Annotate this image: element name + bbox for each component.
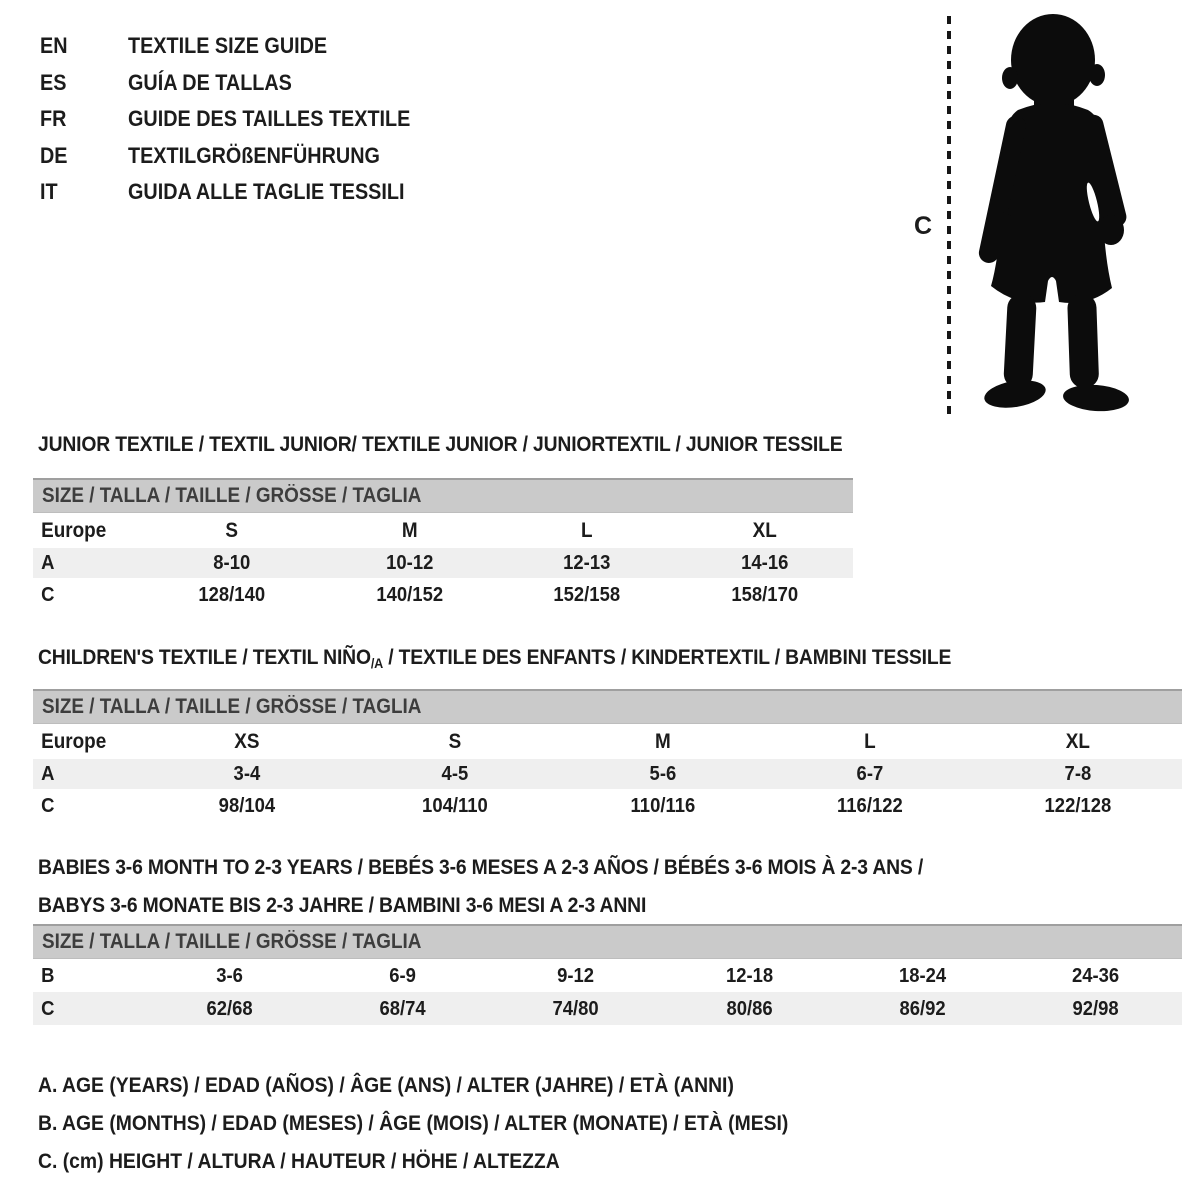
language-row-fr: FR GUIDE DES TAILLES TEXTILE bbox=[40, 101, 442, 138]
language-row-es: ES GUÍA DE TALLAS bbox=[40, 65, 442, 102]
language-label: TEXTILGRÖßENFÜHRUNG bbox=[128, 142, 380, 168]
value-cell: 128/140 bbox=[198, 582, 266, 606]
value-cell: 104/110 bbox=[421, 793, 488, 817]
value-cell: 5-6 bbox=[649, 762, 676, 785]
language-label: GUIDE DES TAILLES TEXTILE bbox=[128, 106, 411, 132]
value-cell: 10-12 bbox=[385, 551, 433, 574]
language-row-de: DE TEXTILGRÖßENFÜHRUNG bbox=[40, 138, 442, 175]
language-code: EN bbox=[40, 33, 68, 59]
size-cell: S bbox=[225, 518, 239, 542]
row-label-cell: A bbox=[41, 551, 55, 574]
language-code: ES bbox=[40, 69, 67, 95]
legend-line-c: C. (cm) HEIGHT / ALTURA / HAUTEUR / HÖHE… bbox=[38, 1148, 560, 1173]
table-row-b: B 3-6 6-9 9-12 12-18 18-24 24-36 bbox=[33, 959, 1182, 992]
size-header-row: Europe XS S M L XL bbox=[33, 724, 1182, 759]
value-cell: 116/122 bbox=[837, 793, 904, 817]
row-label-cell: B bbox=[41, 963, 55, 987]
language-list: EN TEXTILE SIZE GUIDE ES GUÍA DE TALLAS … bbox=[40, 28, 442, 211]
language-label: TEXTILE SIZE GUIDE bbox=[128, 33, 328, 59]
size-header-label: SIZE / TALLA / TAILLE / GRÖSSE / TAGLIA bbox=[42, 695, 422, 718]
language-label: GUIDA ALLE TAGLIE TESSILI bbox=[128, 179, 405, 205]
size-header-label: SIZE / TALLA / TAILLE / GRÖSSE / TAGLIA bbox=[42, 930, 422, 953]
value-cell: 6-7 bbox=[856, 762, 884, 785]
junior-size-table: SIZE / TALLA / TAILLE / GRÖSSE / TAGLIA … bbox=[33, 478, 853, 611]
value-cell: 62/68 bbox=[206, 996, 253, 1020]
table-row-c: C 128/140 140/152 152/158 158/170 bbox=[33, 578, 853, 611]
nino-a-subscript: /A bbox=[370, 655, 384, 671]
table-row-c: C 62/68 68/74 74/80 80/86 86/92 92/98 bbox=[33, 992, 1182, 1025]
table-header-bar: SIZE / TALLA / TAILLE / GRÖSSE / TAGLIA bbox=[33, 478, 853, 513]
value-cell: 6-9 bbox=[389, 963, 417, 987]
size-header-row: Europe S M L XL bbox=[33, 513, 853, 548]
table-row-a: A 8-10 10-12 12-13 14-16 bbox=[33, 548, 853, 578]
legend-line-a: A. AGE (YEARS) / EDAD (AÑOS) / ÂGE (ANS)… bbox=[38, 1072, 734, 1097]
babies-title-line2: BABYS 3-6 MONATE BIS 2-3 JAHRE / BAMBINI… bbox=[38, 892, 647, 917]
height-dashed-line bbox=[947, 16, 951, 416]
language-label: GUÍA DE TALLAS bbox=[128, 69, 292, 95]
language-code: IT bbox=[40, 179, 58, 205]
size-cell: S bbox=[448, 729, 462, 753]
value-cell: 80/86 bbox=[726, 996, 773, 1020]
value-cell: 86/92 bbox=[899, 996, 946, 1020]
size-cell: XL bbox=[1065, 729, 1091, 753]
row-label-cell: C bbox=[41, 582, 55, 606]
value-cell: 74/80 bbox=[552, 996, 600, 1020]
value-cell: 3-6 bbox=[216, 963, 243, 987]
size-cell: M bbox=[654, 729, 671, 753]
value-cell: 7-8 bbox=[1064, 762, 1092, 785]
value-cell: 3-4 bbox=[233, 762, 261, 785]
language-row-en: EN TEXTILE SIZE GUIDE bbox=[40, 28, 442, 65]
size-cell: M bbox=[401, 518, 418, 542]
size-cell: L bbox=[864, 729, 877, 753]
value-cell: 92/98 bbox=[1072, 996, 1119, 1020]
legend-line-b: B. AGE (MONTHS) / EDAD (MESES) / ÂGE (MO… bbox=[38, 1110, 789, 1135]
value-cell: 18-24 bbox=[898, 963, 946, 987]
language-row-it: IT GUIDA ALLE TAGLIE TESSILI bbox=[40, 174, 442, 211]
value-cell: 24-36 bbox=[1071, 963, 1120, 987]
babies-size-table: SIZE / TALLA / TAILLE / GRÖSSE / TAGLIA … bbox=[33, 924, 1182, 1025]
junior-section-title: JUNIOR TEXTILE / TEXTIL JUNIOR/ TEXTILE … bbox=[38, 432, 843, 456]
measure-legend: A. AGE (YEARS) / EDAD (AÑOS) / ÂGE (ANS)… bbox=[38, 1066, 872, 1180]
value-cell: 8-10 bbox=[213, 551, 251, 574]
row-label-cell: A bbox=[41, 762, 55, 785]
value-cell: 12-13 bbox=[563, 551, 611, 574]
value-cell: 4-5 bbox=[441, 762, 469, 785]
value-cell: 68/74 bbox=[379, 996, 426, 1020]
value-cell: 9-12 bbox=[557, 963, 595, 987]
value-cell: 12-18 bbox=[725, 963, 773, 987]
row-label-cell: C bbox=[41, 996, 55, 1020]
babies-title-line1: BABIES 3-6 MONTH TO 2-3 YEARS / BEBÉS 3-… bbox=[38, 855, 924, 879]
value-cell: 158/170 bbox=[730, 582, 798, 606]
row-label-cell: C bbox=[41, 793, 55, 817]
table-header-bar: SIZE / TALLA / TAILLE / GRÖSSE / TAGLIA bbox=[33, 924, 1182, 959]
row-label-cell: Europe bbox=[41, 518, 107, 542]
value-cell: 122/128 bbox=[1044, 793, 1112, 817]
height-label-c: C bbox=[914, 212, 933, 240]
value-cell: 110/116 bbox=[630, 793, 695, 817]
language-code: FR bbox=[40, 106, 67, 132]
size-cell: XL bbox=[752, 518, 777, 542]
value-cell: 152/158 bbox=[553, 582, 621, 606]
row-label-cell: Europe bbox=[41, 729, 107, 753]
size-cell: L bbox=[580, 518, 593, 542]
table-row-c: C 98/104 104/110 110/116 116/122 122/128 bbox=[33, 789, 1182, 822]
table-header-bar: SIZE / TALLA / TAILLE / GRÖSSE / TAGLIA bbox=[33, 689, 1182, 724]
babies-section-title: BABIES 3-6 MONTH TO 2-3 YEARS / BEBÉS 3-… bbox=[38, 849, 1021, 924]
value-cell: 14-16 bbox=[740, 551, 788, 574]
children-section-title: CHILDREN'S TEXTILE / TEXTIL NIÑO/A / TEX… bbox=[38, 645, 952, 671]
size-cell: XS bbox=[234, 729, 260, 753]
children-size-table: SIZE / TALLA / TAILLE / GRÖSSE / TAGLIA … bbox=[33, 689, 1182, 822]
language-code: DE bbox=[40, 142, 68, 168]
size-header-label: SIZE / TALLA / TAILLE / GRÖSSE / TAGLIA bbox=[42, 484, 422, 507]
toddler-silhouette-image bbox=[978, 14, 1129, 412]
table-row-a: A 3-4 4-5 5-6 6-7 7-8 bbox=[33, 759, 1182, 789]
value-cell: 140/152 bbox=[375, 582, 443, 606]
value-cell: 98/104 bbox=[218, 793, 276, 817]
